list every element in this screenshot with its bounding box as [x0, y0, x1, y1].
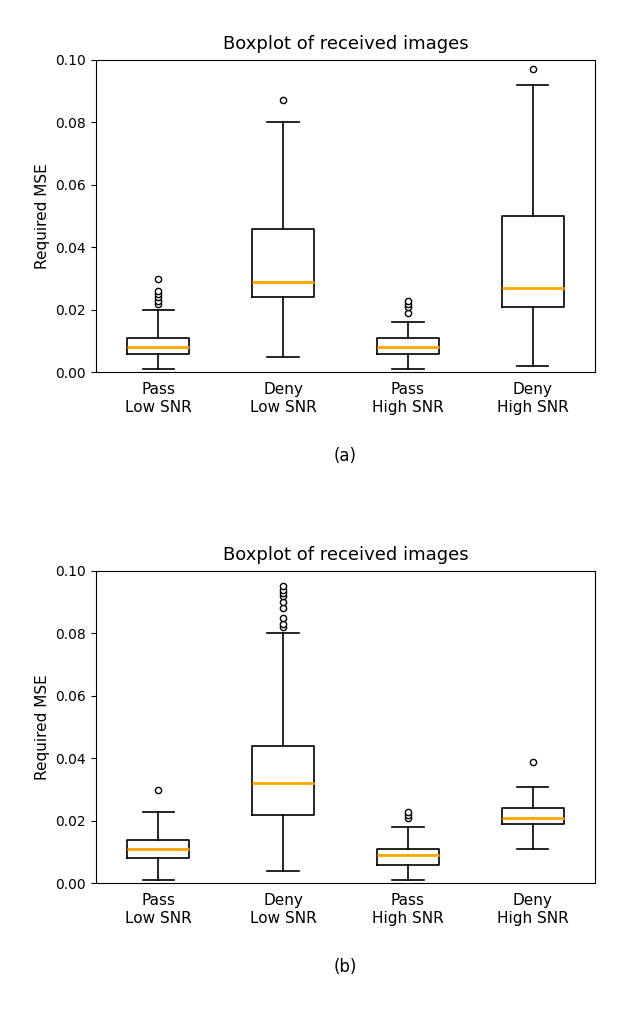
- Title: Boxplot of received images: Boxplot of received images: [222, 546, 468, 564]
- Title: Boxplot of received images: Boxplot of received images: [222, 35, 468, 53]
- Y-axis label: Required MSE: Required MSE: [35, 164, 50, 269]
- Text: (a): (a): [334, 448, 357, 465]
- Y-axis label: Required MSE: Required MSE: [35, 675, 50, 780]
- Text: (b): (b): [334, 959, 357, 976]
